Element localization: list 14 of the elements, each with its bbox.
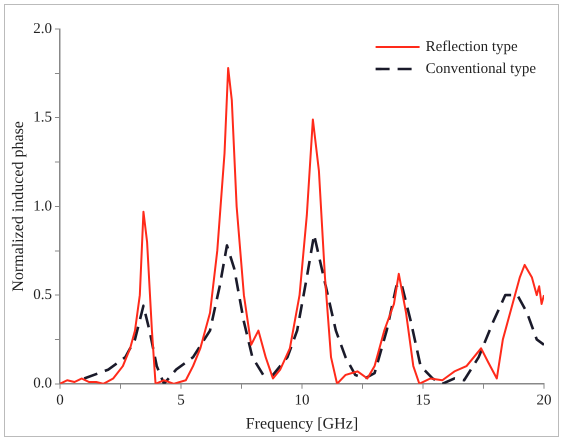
x-tick-label: 5 <box>177 392 185 409</box>
y-tick-label: 0.0 <box>33 376 52 392</box>
x-tick-label: 10 <box>294 392 310 409</box>
x-axis-title: Frequency [GHz] <box>246 416 358 433</box>
y-tick-label: 0.5 <box>33 287 52 304</box>
legend-label: Reflection type <box>426 38 518 55</box>
y-tick-label: 2.0 <box>33 20 52 37</box>
y-tick-label: 1.0 <box>33 198 52 214</box>
y-axis-title: Normalized induced phase <box>10 121 27 292</box>
x-tick-label: 15 <box>415 392 430 409</box>
y-tick-label: 1.5 <box>33 110 52 126</box>
legend-label: Conventional type <box>426 60 536 77</box>
x-tick-label: 20 <box>536 392 552 409</box>
x-tick-label: 0 <box>56 392 64 409</box>
